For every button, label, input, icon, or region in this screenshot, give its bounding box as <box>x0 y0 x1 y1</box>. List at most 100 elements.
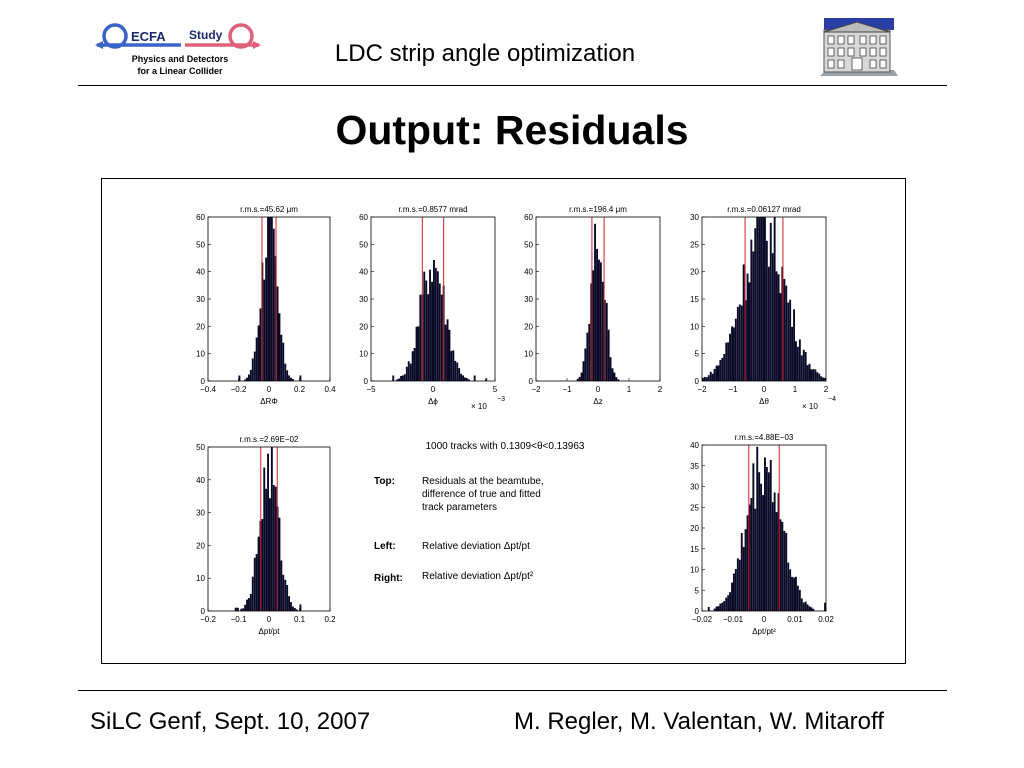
histogram-bar <box>251 576 254 611</box>
histogram-bar <box>705 377 708 381</box>
logo-ring-left-icon <box>102 23 128 49</box>
histogram-bar <box>721 602 724 611</box>
logo-line2: for a Linear Collider <box>137 66 223 76</box>
histogram-bar <box>822 377 824 381</box>
x-tick-label: 0.2 <box>294 385 306 394</box>
histogram-bar <box>255 554 258 611</box>
histogram-bar <box>736 306 739 381</box>
histogram-bar <box>748 504 751 611</box>
institution-building-logo <box>818 18 898 76</box>
histogram-bar <box>729 592 731 611</box>
y-tick-label: 30 <box>359 295 368 304</box>
histogram-bar <box>590 283 593 381</box>
x-tick-label: −1 <box>728 385 738 394</box>
histogram-bar <box>764 457 766 611</box>
histogram-bar <box>742 547 745 611</box>
x-tick-label: −0.01 <box>723 615 744 624</box>
histogram-bar <box>592 270 595 381</box>
histogram-bar <box>605 302 608 381</box>
histogram-bar <box>760 217 762 381</box>
histogram-bar <box>284 363 287 381</box>
histogram-bar <box>594 223 596 381</box>
histogram-bar <box>717 606 720 611</box>
histogram-bar <box>725 342 728 381</box>
y-tick-label: 0 <box>201 377 206 386</box>
histogram-bar <box>707 375 710 381</box>
histogram-bar <box>282 342 285 381</box>
histogram-bar <box>756 217 759 381</box>
y-tick-label: 20 <box>196 322 205 331</box>
y-tick-label: 40 <box>359 268 368 277</box>
histogram-bar <box>284 579 287 611</box>
y-tick-label: 10 <box>359 350 368 359</box>
histogram-bar <box>405 366 408 381</box>
histogram-bar <box>781 521 784 611</box>
histogram-bar <box>748 282 751 381</box>
note-right-text: Relative deviation Δpt/pt² <box>422 571 534 582</box>
y-tick-label: 0 <box>695 377 700 386</box>
x-tick-label: 0 <box>596 385 601 394</box>
x-tick-label: −0.2 <box>231 385 247 394</box>
histogram-bar <box>440 294 443 381</box>
histogram-bar <box>433 260 435 381</box>
x-tick-label: 5 <box>493 385 498 394</box>
histogram-bar <box>752 251 755 381</box>
x-tick-label: −2 <box>531 385 541 394</box>
histogram-bar <box>253 557 256 611</box>
histogram-bar <box>750 498 753 611</box>
histogram-bar <box>752 463 755 611</box>
x-tick-label: 1 <box>793 385 798 394</box>
histogram-bar <box>789 299 792 381</box>
histogram-bar <box>738 304 741 381</box>
x-tick-label: 0 <box>267 615 272 624</box>
histogram-bar <box>582 361 585 381</box>
histogram-bar <box>789 569 792 611</box>
histogram-bar <box>771 502 774 611</box>
histogram-bar <box>734 569 737 611</box>
histogram-bar <box>263 279 266 381</box>
histogram-bar <box>793 309 795 381</box>
histogram-bar <box>756 446 759 611</box>
histogram-bar <box>436 271 439 381</box>
histogram-bar <box>238 375 241 381</box>
histogram-bar <box>767 266 770 381</box>
histogram-bar <box>409 363 412 381</box>
y-tick-label: 10 <box>690 566 699 575</box>
y-tick-label: 30 <box>196 509 205 518</box>
y-tick-label: 10 <box>196 574 205 583</box>
y-tick-label: 40 <box>196 268 205 277</box>
histogram-bar <box>806 604 809 611</box>
x-tick-label: −0.1 <box>231 615 247 624</box>
histogram-bar <box>282 574 285 611</box>
y-tick-label: 30 <box>524 295 533 304</box>
y-tick-label: 60 <box>524 213 533 222</box>
note-top-label: Top: <box>374 476 395 487</box>
histogram-bar <box>248 374 250 381</box>
header-title: LDC strip angle optimization <box>334 40 636 67</box>
y-tick-label: 30 <box>690 213 699 222</box>
y-tick-label: 25 <box>690 503 699 512</box>
y-tick-label: 15 <box>690 295 699 304</box>
histogram-bar <box>810 369 813 381</box>
y-tick-label: 20 <box>690 524 699 533</box>
histogram-bar <box>775 271 778 381</box>
histogram-bar <box>253 351 256 381</box>
plot-title: r.m.s.=0.8577 mrad <box>398 205 467 214</box>
histogram-bar <box>816 372 819 381</box>
histogram-bar <box>725 597 728 611</box>
x-tick-label: 0 <box>762 615 767 624</box>
logo-ring-right-icon <box>228 23 254 49</box>
y-tick-label: 10 <box>196 350 205 359</box>
histogram-bar <box>255 337 258 381</box>
y-tick-label: 40 <box>690 441 699 450</box>
slide-title: Output: Residuals <box>335 107 689 153</box>
x-axis-label: ΔRΦ <box>260 397 278 406</box>
histogram-bar <box>769 222 772 381</box>
histogram-bar <box>270 447 273 611</box>
histogram-bar <box>411 351 414 381</box>
histogram-bar <box>808 606 811 611</box>
y-tick-label: 35 <box>690 462 699 471</box>
histogram-bar <box>578 376 581 381</box>
histogram-bar <box>769 460 772 611</box>
y-tick-label: 10 <box>524 350 533 359</box>
